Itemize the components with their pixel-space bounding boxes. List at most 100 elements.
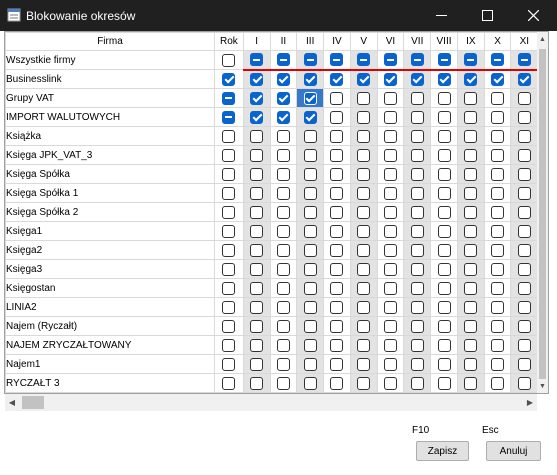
month-lock-checkbox[interactable] <box>303 167 317 181</box>
month-lock-checkbox[interactable] <box>276 376 290 390</box>
column-header-month[interactable]: V <box>349 32 378 51</box>
month-lock-checkbox[interactable] <box>357 338 371 352</box>
month-lock-checkbox[interactable] <box>517 243 531 257</box>
month-lock-checkbox[interactable] <box>464 262 478 276</box>
month-lock-checkbox[interactable] <box>357 110 371 124</box>
month-lock-checkbox[interactable] <box>410 186 424 200</box>
month-lock-checkbox[interactable] <box>250 224 264 238</box>
month-lock-checkbox[interactable] <box>357 262 371 276</box>
year-lock-checkbox[interactable] <box>222 357 236 371</box>
year-lock-checkbox[interactable] <box>222 262 236 276</box>
month-lock-checkbox[interactable] <box>383 53 397 67</box>
month-lock-checkbox[interactable] <box>330 224 344 238</box>
year-lock-checkbox[interactable] <box>222 167 236 181</box>
month-lock-checkbox[interactable] <box>437 243 451 257</box>
year-lock-checkbox[interactable] <box>222 300 236 314</box>
month-lock-checkbox[interactable] <box>250 91 264 105</box>
month-lock-checkbox[interactable] <box>383 338 397 352</box>
month-lock-checkbox[interactable] <box>517 300 531 314</box>
month-lock-checkbox[interactable] <box>303 300 317 314</box>
month-lock-checkbox[interactable] <box>250 110 264 124</box>
month-lock-checkbox[interactable] <box>410 167 424 181</box>
month-lock-checkbox[interactable] <box>303 243 317 257</box>
month-lock-checkbox[interactable] <box>303 357 317 371</box>
month-lock-checkbox[interactable] <box>410 300 424 314</box>
month-lock-checkbox[interactable] <box>383 110 397 124</box>
month-lock-checkbox[interactable] <box>250 338 264 352</box>
month-lock-checkbox[interactable] <box>250 167 264 181</box>
month-lock-checkbox[interactable] <box>517 262 531 276</box>
column-header-firma[interactable]: Firma <box>5 32 215 51</box>
month-lock-checkbox[interactable] <box>410 53 424 67</box>
year-lock-checkbox[interactable] <box>222 281 236 295</box>
month-lock-checkbox[interactable] <box>410 110 424 124</box>
month-lock-checkbox[interactable] <box>517 205 531 219</box>
month-lock-checkbox[interactable] <box>357 300 371 314</box>
year-lock-checkbox[interactable] <box>222 110 236 124</box>
arrow-right-icon[interactable]: ▶ <box>526 398 534 407</box>
month-lock-checkbox[interactable] <box>357 243 371 257</box>
year-lock-checkbox[interactable] <box>222 186 236 200</box>
month-lock-checkbox[interactable] <box>491 72 505 86</box>
month-lock-checkbox[interactable] <box>437 148 451 162</box>
month-lock-checkbox[interactable] <box>303 91 317 105</box>
month-lock-checkbox[interactable] <box>383 148 397 162</box>
month-lock-checkbox[interactable] <box>276 224 290 238</box>
month-lock-checkbox[interactable] <box>464 281 478 295</box>
year-lock-checkbox[interactable] <box>222 129 236 143</box>
month-lock-checkbox[interactable] <box>464 357 478 371</box>
vertical-scrollbar[interactable]: ▲ ▼ <box>537 32 548 393</box>
arrow-left-icon[interactable]: ◀ <box>8 398 16 407</box>
month-lock-checkbox[interactable] <box>357 281 371 295</box>
month-lock-checkbox[interactable] <box>464 300 478 314</box>
month-lock-checkbox[interactable] <box>491 129 505 143</box>
month-lock-checkbox[interactable] <box>383 72 397 86</box>
month-lock-checkbox[interactable] <box>330 376 344 390</box>
month-lock-checkbox[interactable] <box>383 319 397 333</box>
month-lock-checkbox[interactable] <box>517 72 531 86</box>
month-lock-checkbox[interactable] <box>276 72 290 86</box>
month-lock-checkbox[interactable] <box>517 91 531 105</box>
month-lock-checkbox[interactable] <box>330 262 344 276</box>
month-lock-checkbox[interactable] <box>330 167 344 181</box>
month-lock-checkbox[interactable] <box>464 186 478 200</box>
month-lock-checkbox[interactable] <box>464 91 478 105</box>
month-lock-checkbox[interactable] <box>276 148 290 162</box>
month-lock-checkbox[interactable] <box>250 243 264 257</box>
month-lock-checkbox[interactable] <box>303 262 317 276</box>
month-lock-checkbox[interactable] <box>464 205 478 219</box>
month-lock-checkbox[interactable] <box>276 262 290 276</box>
month-lock-checkbox[interactable] <box>276 281 290 295</box>
month-lock-checkbox[interactable] <box>517 110 531 124</box>
year-lock-checkbox[interactable] <box>222 338 236 352</box>
month-lock-checkbox[interactable] <box>517 224 531 238</box>
month-lock-checkbox[interactable] <box>330 53 344 67</box>
month-lock-checkbox[interactable] <box>330 186 344 200</box>
month-lock-checkbox[interactable] <box>303 53 317 67</box>
month-lock-checkbox[interactable] <box>250 300 264 314</box>
month-lock-checkbox[interactable] <box>330 243 344 257</box>
year-lock-checkbox[interactable] <box>222 53 236 67</box>
month-lock-checkbox[interactable] <box>357 53 371 67</box>
maximize-button[interactable] <box>464 0 510 31</box>
month-lock-checkbox[interactable] <box>410 319 424 333</box>
month-lock-checkbox[interactable] <box>491 319 505 333</box>
minimize-button[interactable] <box>418 0 464 31</box>
month-lock-checkbox[interactable] <box>383 91 397 105</box>
month-lock-checkbox[interactable] <box>303 281 317 295</box>
year-lock-checkbox[interactable] <box>222 148 236 162</box>
month-lock-checkbox[interactable] <box>383 243 397 257</box>
month-lock-checkbox[interactable] <box>517 357 531 371</box>
month-lock-checkbox[interactable] <box>517 186 531 200</box>
month-lock-checkbox[interactable] <box>410 357 424 371</box>
month-lock-checkbox[interactable] <box>357 72 371 86</box>
month-lock-checkbox[interactable] <box>250 186 264 200</box>
month-lock-checkbox[interactable] <box>491 376 505 390</box>
month-lock-checkbox[interactable] <box>437 167 451 181</box>
column-header-month[interactable]: I <box>242 32 271 51</box>
month-lock-checkbox[interactable] <box>276 167 290 181</box>
month-lock-checkbox[interactable] <box>464 338 478 352</box>
month-lock-checkbox[interactable] <box>303 72 317 86</box>
month-lock-checkbox[interactable] <box>303 205 317 219</box>
month-lock-checkbox[interactable] <box>383 167 397 181</box>
